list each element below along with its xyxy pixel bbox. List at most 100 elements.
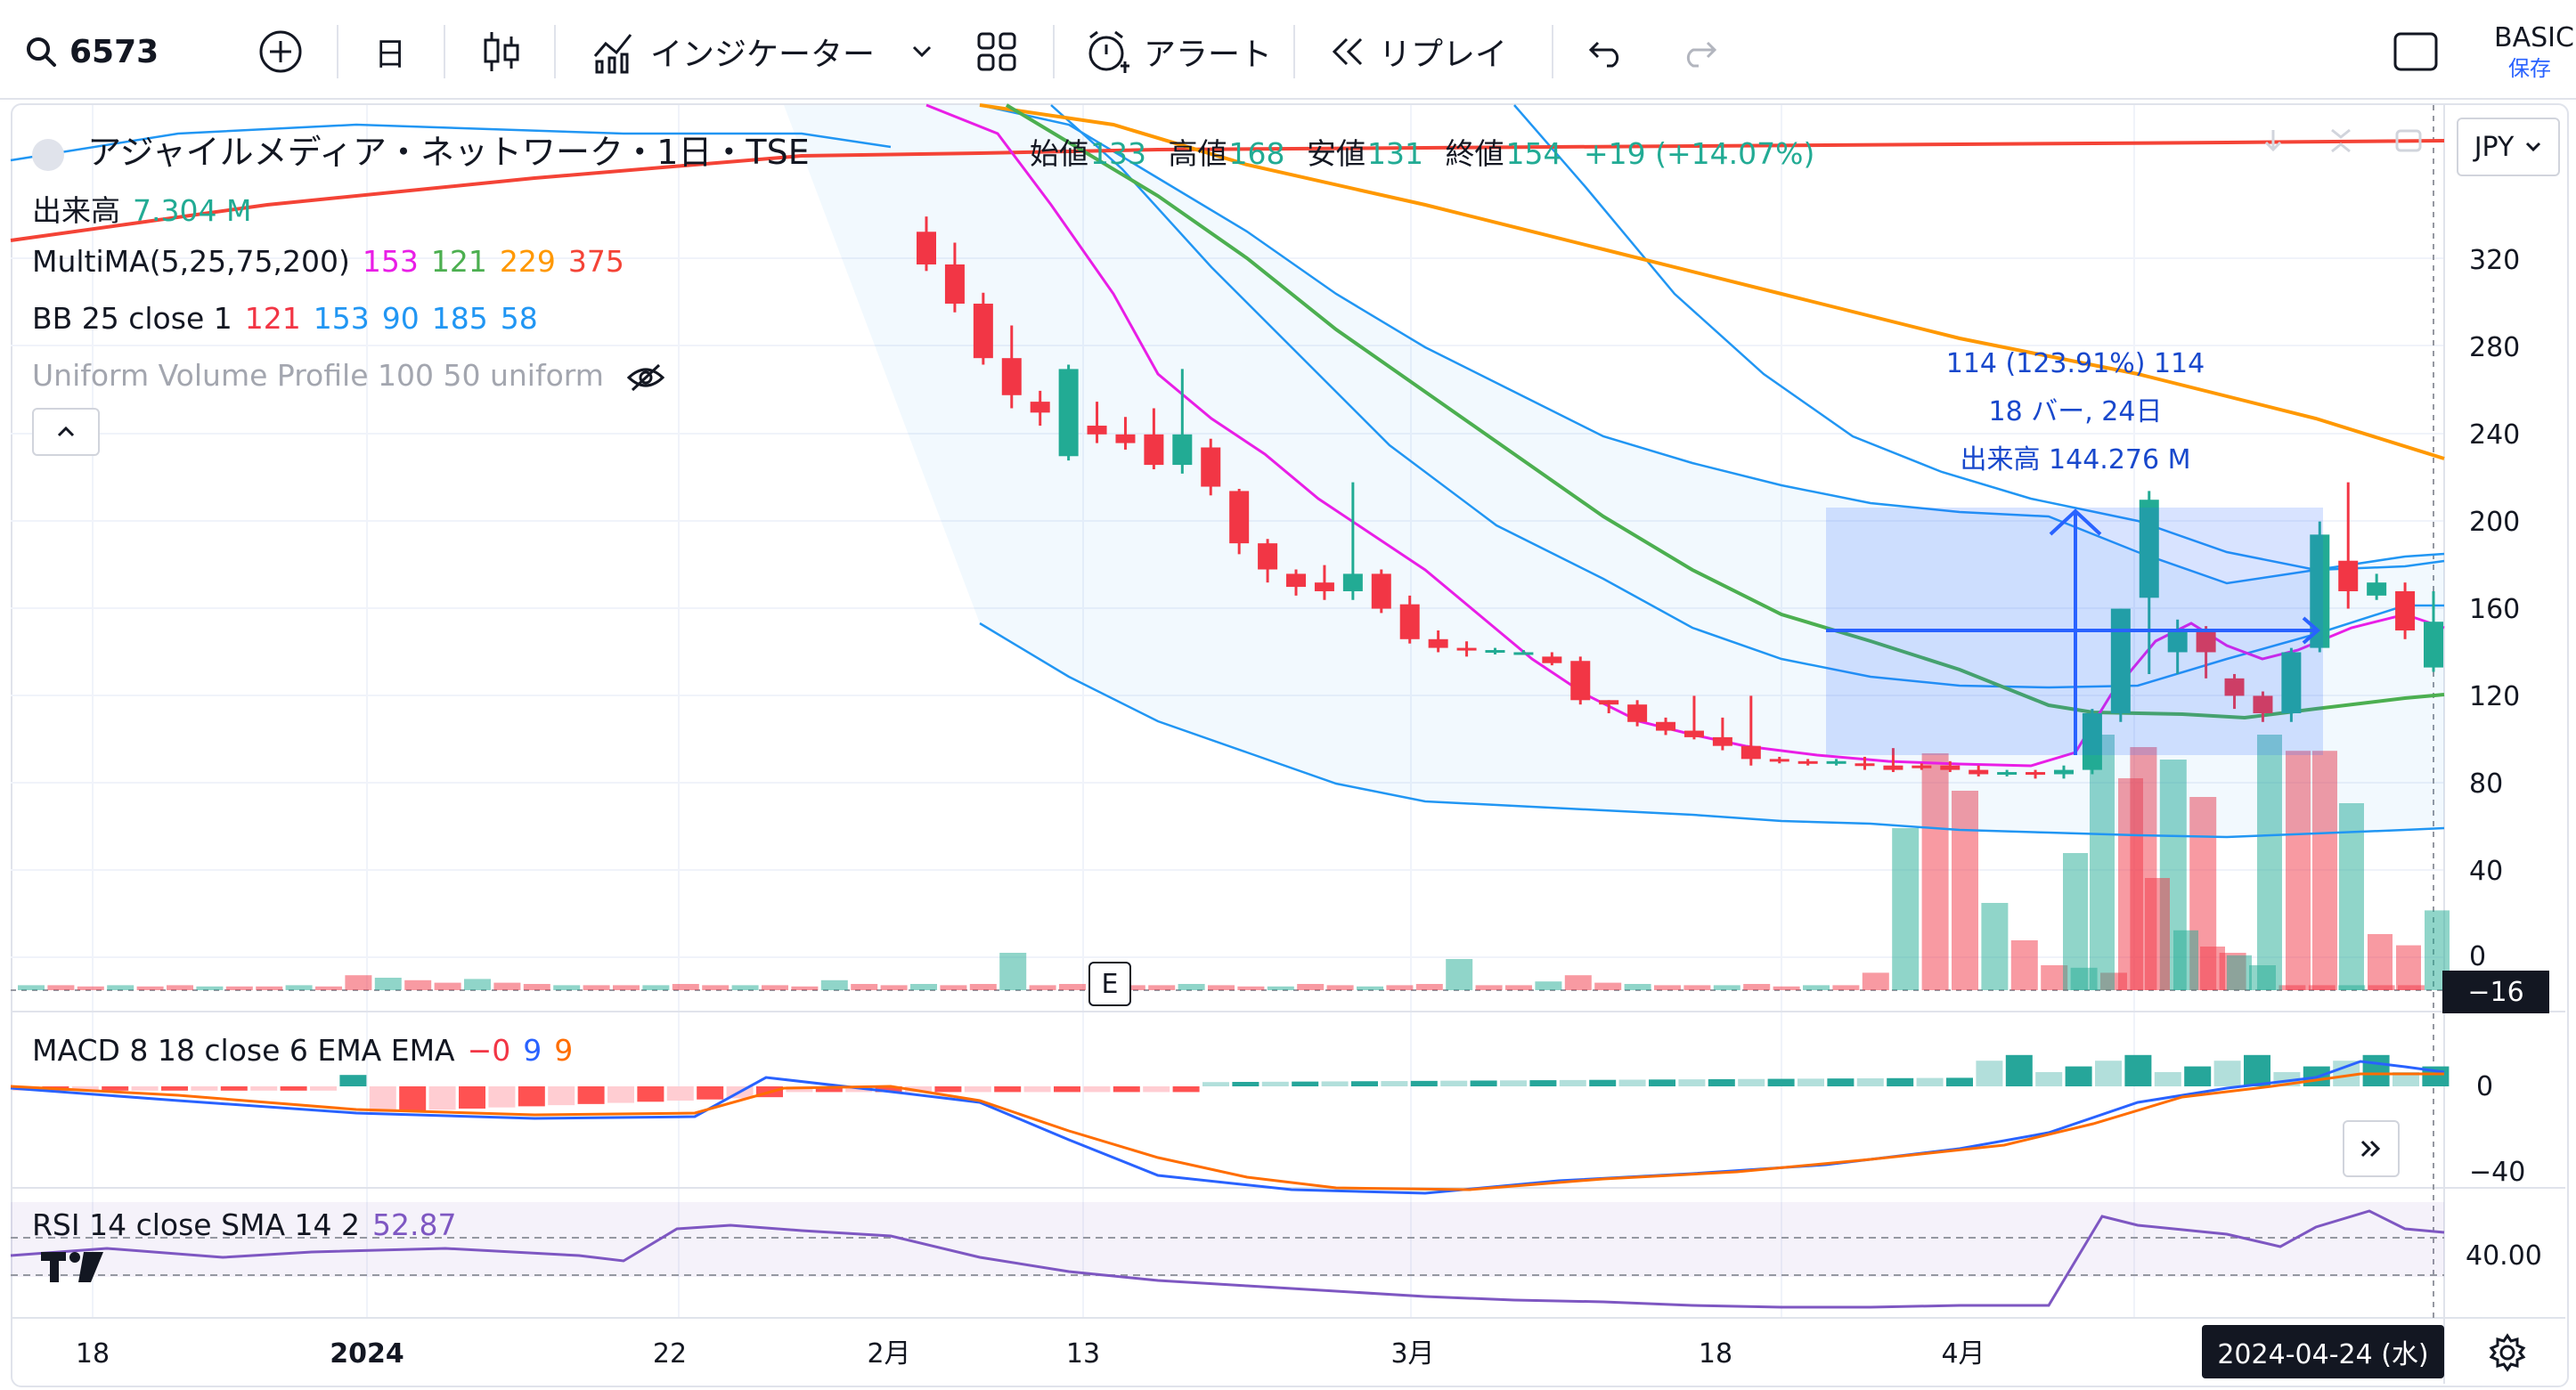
grid-icon: [977, 32, 1016, 71]
volume-bar: [1148, 985, 1176, 990]
alert-button[interactable]: アラート: [1085, 27, 1272, 77]
volume-bar: [2010, 940, 2038, 990]
compare-button[interactable]: [258, 27, 303, 77]
candle: [973, 292, 993, 365]
volume-bar: [1475, 985, 1503, 990]
earnings-marker[interactable]: E: [1088, 962, 1131, 1006]
volume-bar: [969, 984, 997, 990]
volume-bar: [613, 985, 640, 990]
macd-histogram-bar: [1649, 1079, 1675, 1086]
time-tick-label: 2024: [330, 1338, 404, 1370]
candle: [1683, 695, 1704, 740]
vp-legend[interactable]: Uniform Volume Profile 100 50 uniform: [32, 358, 666, 394]
volume-label: 出来高: [32, 193, 120, 228]
macd-histogram-bar: [1916, 1077, 1944, 1086]
volume-bar: [1981, 903, 2009, 990]
collapse-legend-button[interactable]: [32, 408, 100, 456]
candle-body: [1399, 604, 1420, 639]
macd-histogram-bar: [1113, 1086, 1140, 1093]
candle-body: [2395, 590, 2416, 631]
candle: [1940, 760, 1961, 773]
macd-histogram-bar: [1976, 1061, 2003, 1086]
replay-button[interactable]: リプレイ: [1327, 27, 1507, 77]
candle: [2424, 590, 2443, 672]
bb-legend[interactable]: BB 25 close 1 121 153 90 185 58: [32, 301, 550, 336]
volume-bar: [196, 986, 224, 990]
plus-circle-icon: [259, 30, 302, 73]
price-tick-label: 80: [2469, 768, 2503, 800]
undo-button[interactable]: [1587, 27, 1626, 77]
save-button[interactable]: 保存: [2508, 56, 2551, 81]
candle: [2224, 673, 2245, 710]
candle-body: [1058, 369, 1079, 457]
ma75-line: [979, 103, 2445, 460]
macd-histogram-bar: [131, 1086, 159, 1091]
macd-histogram-bar: [2393, 1072, 2419, 1086]
macd-histogram-bar: [1946, 1077, 1973, 1086]
candle: [1201, 438, 1221, 496]
time-tick-label: 18: [1699, 1338, 1732, 1370]
fullscreen-button[interactable]: [2393, 27, 2439, 77]
candle: [1656, 717, 1676, 736]
macd-histogram-bar: [607, 1086, 634, 1103]
volume-legend[interactable]: 出来高 7.304 M: [32, 187, 264, 230]
volume-bar: [1237, 986, 1265, 990]
symbol-search[interactable]: 6573: [25, 27, 159, 77]
scroll-to-realtime-button[interactable]: [2343, 1120, 2400, 1177]
multima-legend[interactable]: MultiMA(5,25,75,200) 153 121 229 375: [32, 244, 637, 279]
bb-upper-far-line: [1513, 104, 2445, 572]
ma25-line: [1005, 103, 2445, 720]
volume-bar: [1297, 984, 1325, 990]
volume-bar: [1594, 982, 1622, 990]
macd-histogram-bar: [1232, 1082, 1259, 1086]
macd-histogram-bar: [1143, 1086, 1170, 1093]
candle-body: [1683, 730, 1704, 737]
candle: [1229, 488, 1250, 555]
undo-icon: [1588, 41, 1619, 68]
candle: [1912, 763, 1932, 770]
candle: [2367, 573, 2387, 600]
eye-crossed-icon[interactable]: [625, 362, 666, 394]
candle: [1712, 717, 1732, 751]
rsi-legend[interactable]: RSI 14 close SMA 14 2 52.87: [32, 1207, 469, 1242]
candle: [1115, 417, 1136, 450]
rsi-tick-label: 40.00: [2466, 1240, 2542, 1272]
indicators-button[interactable]: インジケーター: [591, 27, 933, 77]
volume-bar: [1773, 986, 1800, 990]
macd-histogram-bar: [875, 1086, 902, 1093]
redo-button[interactable]: [1679, 27, 1718, 77]
macd-legend[interactable]: MACD 8 18 close 6 EMA EMA −0 9 9: [32, 1033, 585, 1068]
macd-histogram-bar: [220, 1086, 248, 1091]
candle-body: [2026, 772, 2046, 776]
maximize-pane-icon[interactable]: [2393, 125, 2425, 157]
interval-button[interactable]: 日: [374, 27, 406, 77]
candle-body: [2224, 678, 2245, 696]
candle-body: [1855, 763, 1875, 767]
bb-value-4: 185: [431, 301, 488, 336]
bb-fill: [784, 105, 2444, 837]
volume-bar: [1921, 753, 1949, 990]
candle-body: [1428, 638, 1448, 648]
candle-body: [1769, 759, 1789, 762]
gear-icon[interactable]: [2487, 1332, 2528, 1373]
macd-histogram-bar: [399, 1086, 427, 1111]
candle: [917, 216, 936, 272]
volume-bar: [2339, 803, 2364, 990]
candle-body: [944, 264, 965, 305]
candle-body: [1229, 491, 1250, 544]
currency-select[interactable]: JPY: [2457, 118, 2560, 176]
arrow-down-icon[interactable]: [2257, 125, 2289, 157]
volume-bar: [2173, 930, 2198, 990]
volume-bar: [1564, 975, 1592, 990]
legend-title: アジャイルメディア・ネットワーク・1日・TSE: [87, 133, 810, 172]
macd-histogram-bar: [1023, 1086, 1051, 1093]
toolbar-divider: [444, 25, 445, 78]
candle: [1001, 325, 1022, 409]
chart-type-button[interactable]: [481, 27, 522, 77]
candle-body: [1201, 447, 1221, 487]
layouts-button[interactable]: [975, 27, 1018, 77]
collapse-pane-icon[interactable]: [2325, 125, 2357, 157]
volume-bar: [1267, 986, 1294, 990]
bb-upper-line: [979, 103, 2445, 585]
